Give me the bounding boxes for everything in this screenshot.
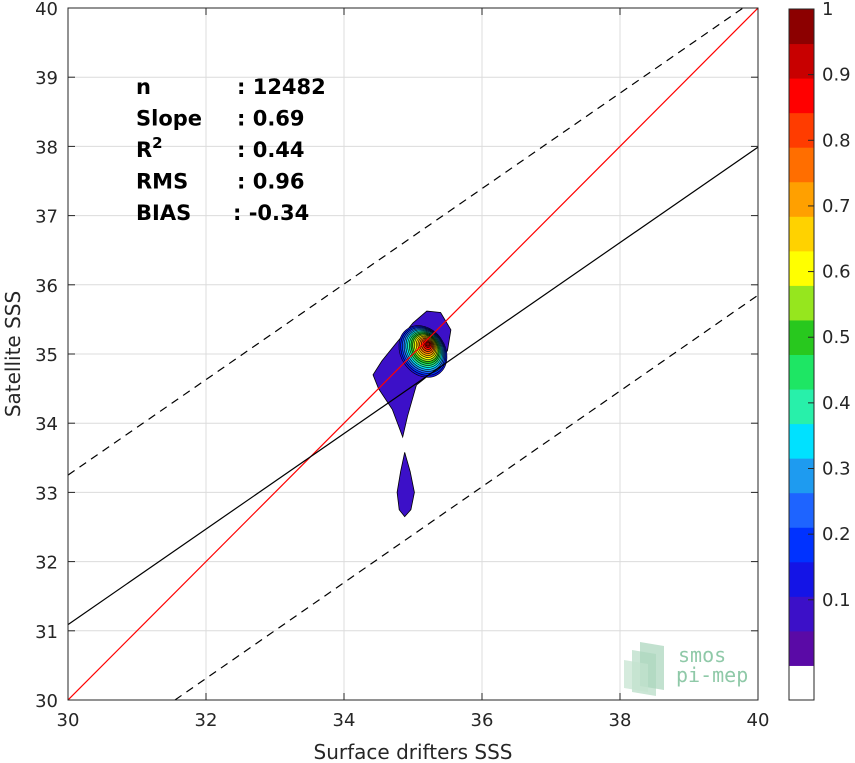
colorbar-segment: [789, 216, 814, 252]
logo-line1: smos: [678, 643, 726, 667]
colorbar-segment: [789, 423, 814, 459]
y-tick-label: 30: [35, 691, 58, 712]
colorbar-segment: [789, 492, 814, 528]
x-tick-label: 38: [609, 710, 632, 731]
colorbar-tick-label: 0.5: [822, 327, 851, 348]
colorbar-segment: [789, 112, 814, 148]
identity-line: [68, 8, 758, 700]
y-tick-label: 32: [35, 553, 58, 574]
logo-line2: pi-mep: [676, 663, 748, 687]
stat-label: n: [136, 75, 151, 99]
x-tick-label: 30: [57, 710, 80, 731]
statistics-box: n : 12482 Slope : 0.69 R2 : 0.44 RMS : 0.96 BIAS…: [136, 75, 326, 225]
colorbar-segment: [789, 561, 814, 597]
y-tick-label: 34: [35, 414, 58, 435]
colorbar-tick-label: 0.8: [822, 130, 851, 151]
colorbar-segment: [789, 389, 814, 425]
x-tick-label: 36: [471, 710, 494, 731]
y-tick-label: 38: [35, 137, 58, 158]
colorbar-segment: [789, 458, 814, 494]
colorbar-tick-label: 1: [822, 0, 833, 20]
colorbar-segment: [789, 147, 814, 183]
colorbar-segment: [789, 78, 814, 114]
lower-bound-line: [174, 294, 758, 700]
colorbar-segment: [789, 9, 814, 45]
contour-level: [396, 452, 415, 518]
colorbar-segment: [789, 354, 814, 390]
colorbar-tick-label: 0.7: [822, 196, 851, 217]
colorbar-tick-label: 0.6: [822, 262, 851, 283]
colorbar-tick-label: 0.1: [822, 590, 851, 611]
stat-label: BIAS: [136, 201, 191, 225]
colorbar: 0.1 0.2 0.3 0.4 0.5 0.6 0.7 0.8 0.9 1: [788, 0, 851, 701]
stat-superscript: 2: [152, 134, 162, 152]
logo-icon: [624, 642, 664, 696]
colorbar-segment: [789, 43, 814, 79]
y-tick-label: 36: [35, 276, 58, 297]
density-contours: [372, 310, 452, 518]
y-tick-label: 31: [35, 622, 58, 643]
colorbar-tick-label: 0.9: [822, 65, 851, 86]
x-tick-label: 32: [195, 710, 218, 731]
colorbar-tick-label: 0.3: [822, 459, 851, 480]
colorbar-segment: [789, 665, 814, 701]
regression-line: [68, 146, 758, 626]
colorbar-segment: [789, 596, 814, 632]
stat-value: : 0.69: [237, 107, 305, 131]
x-axis-ticks: 30 32 34 36 38 40: [57, 8, 770, 731]
colorbar-tick-label: 0.2: [822, 524, 851, 545]
y-tick-label: 37: [35, 207, 58, 228]
stat-label: Slope: [136, 107, 202, 131]
colorbar-segment: [789, 250, 814, 286]
y-axis-label: Satellite SSS: [1, 291, 25, 417]
colorbar-segment: [789, 527, 814, 563]
colorbar-segment: [789, 181, 814, 217]
colorbar-segment: [789, 285, 814, 321]
x-axis-label: Surface drifters SSS: [314, 740, 513, 763]
stat-value: : -0.34: [233, 201, 309, 225]
colorbar-segment: [789, 630, 814, 666]
y-tick-label: 33: [35, 483, 58, 504]
colorbar-tick-label: 0.4: [822, 393, 851, 414]
contour-level: [425, 341, 431, 347]
stat-label: RMS: [136, 170, 188, 194]
colorbar-frame: [788, 8, 815, 701]
stat-label: R2: [136, 134, 163, 162]
stat-value: : 0.96: [237, 170, 305, 194]
stat-value: : 0.44: [237, 138, 305, 162]
y-tick-label: 39: [35, 68, 58, 89]
upper-bound-line: [68, 8, 745, 476]
x-tick-label: 34: [333, 710, 356, 731]
x-tick-label: 40: [747, 710, 770, 731]
y-tick-label: 35: [35, 345, 58, 366]
y-tick-label: 40: [35, 0, 58, 20]
y-axis-ticks: 30 31 32 33 34 35 36 37 38 39 40: [35, 0, 758, 712]
reference-lines: [68, 8, 758, 700]
smos-pimep-logo: smos pi-mep: [624, 642, 748, 696]
stat-value: : 12482: [237, 75, 326, 99]
